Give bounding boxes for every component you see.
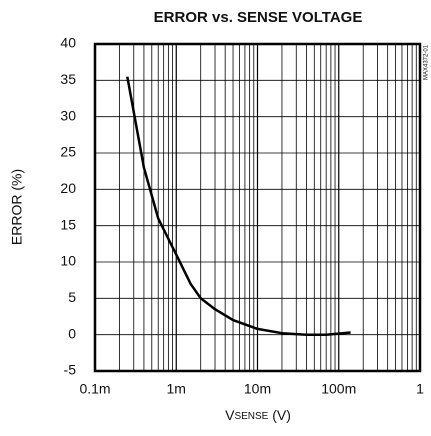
y-tick-label: 0 — [68, 325, 76, 341]
figure-code: MAX4372-01 — [424, 44, 430, 80]
y-tick-label: 20 — [60, 180, 76, 196]
x-label-unit: (V) — [268, 407, 291, 423]
y-axis-label: ERROR (%) — [9, 169, 25, 245]
chart-title: ERROR vs. SENSE VOLTAGE — [154, 9, 363, 26]
y-tick-label: 35 — [60, 71, 76, 87]
x-axis-label: VSENSE (V) — [225, 407, 291, 423]
y-tick-label: 5 — [68, 289, 76, 305]
x-tick-label: 1m — [167, 381, 186, 397]
y-tick-label: 30 — [60, 107, 76, 123]
plot-frame — [93, 42, 422, 373]
data-line — [126, 76, 351, 336]
x-label-sub: SENSE — [234, 411, 268, 422]
x-tick-label: 100m — [321, 381, 356, 397]
y-tick-label: 15 — [60, 216, 76, 232]
x-tick-label: 1 — [416, 381, 424, 397]
y-tick-label: 25 — [60, 144, 76, 160]
x-label-main: V — [225, 407, 235, 423]
x-tick-label: 0.1m — [79, 381, 110, 397]
y-tick-label: -5 — [64, 362, 77, 378]
y-tick-label: 40 — [60, 35, 76, 51]
y-tick-label: 10 — [60, 253, 76, 269]
x-tick-label: 10m — [244, 381, 271, 397]
